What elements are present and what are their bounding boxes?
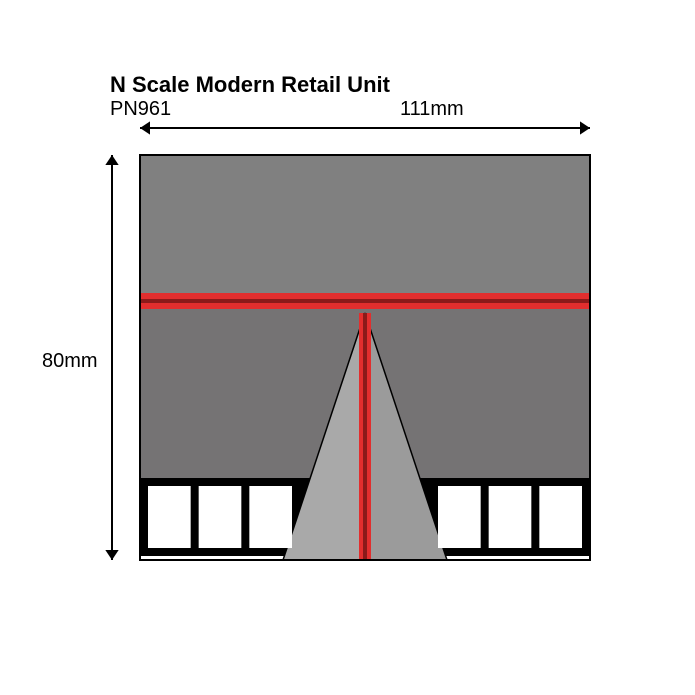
building-diagram [0,0,695,695]
